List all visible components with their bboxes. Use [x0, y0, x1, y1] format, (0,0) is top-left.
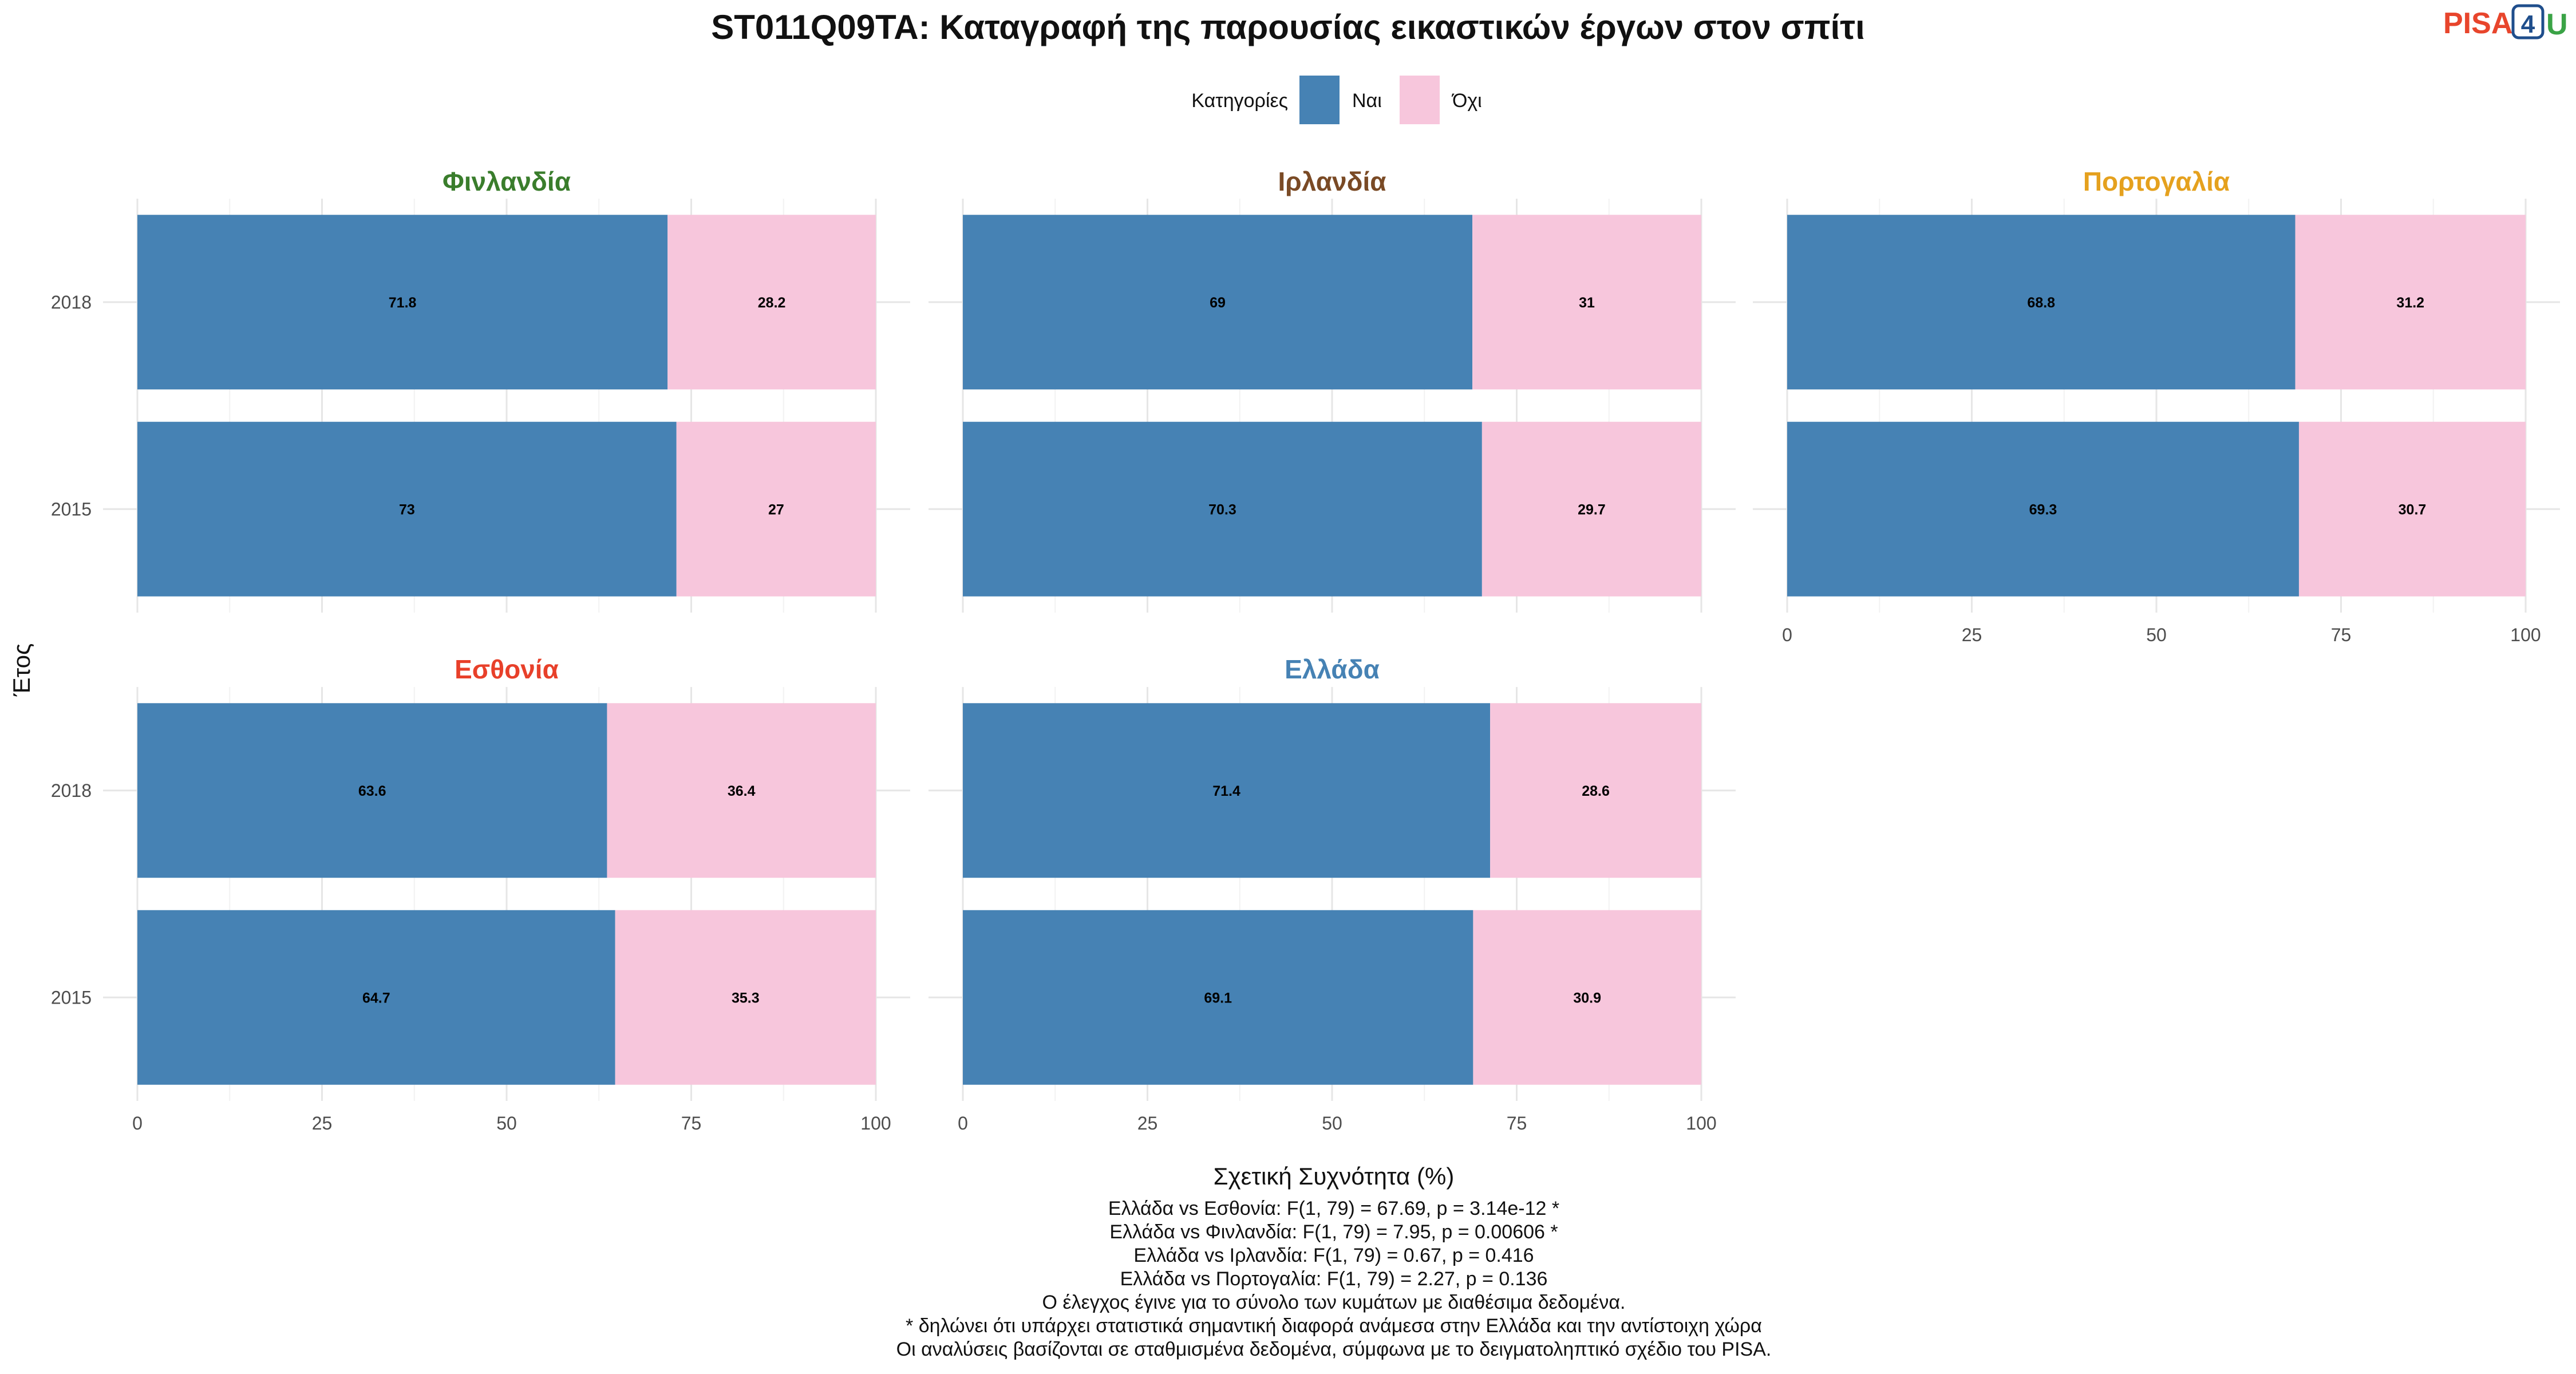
x-tick-label: 25 — [1962, 625, 1982, 645]
bar-segment-yes — [137, 910, 615, 1085]
note-line: Ελλάδα vs Ιρλανδία: F(1, 79) = 0.67, p =… — [1133, 1245, 1534, 1266]
x-tick-label: 25 — [1137, 1113, 1158, 1134]
notes: Ελλάδα vs Εσθονία: F(1, 79) = 67.69, p =… — [896, 1198, 1772, 1360]
data-label: 35.3 — [732, 990, 760, 1006]
x-axis-title: Σχετική Συχνότητα (%) — [1214, 1163, 1455, 1190]
data-label: 64.7 — [362, 990, 390, 1006]
facet-title: Εσθονία — [455, 654, 559, 684]
x-tick-label: 75 — [2331, 625, 2352, 645]
x-tick-label: 100 — [860, 1113, 891, 1134]
facet-title: Ελλάδα — [1285, 654, 1380, 684]
data-label: 36.4 — [728, 783, 756, 799]
x-tick-label: 0 — [132, 1113, 143, 1134]
bar-segment-yes — [137, 215, 668, 390]
bar-segment-no — [1472, 215, 1701, 390]
facet-title: Φινλανδία — [442, 167, 571, 196]
facet-title: Ιρλανδία — [1278, 167, 1386, 196]
x-tick-label: 100 — [2510, 625, 2541, 645]
data-label: 28.2 — [758, 295, 786, 311]
y-tick-label: 2015 — [51, 987, 92, 1008]
x-tick-label: 50 — [2146, 625, 2167, 645]
logo-pisa-text: PISA — [2443, 7, 2512, 40]
bar-segment-no — [2298, 421, 2526, 597]
bar-segment-no — [1473, 910, 1701, 1085]
x-tick-label: 50 — [1322, 1113, 1342, 1134]
data-label: 29.7 — [1578, 502, 1606, 518]
bar-segment-yes — [963, 215, 1473, 390]
legend-swatch-no — [1400, 76, 1440, 124]
y-tick-label: 2018 — [51, 292, 92, 313]
x-tick-label: 0 — [1782, 625, 1792, 645]
bar-segment-yes — [1787, 215, 2296, 390]
y-tick-label: 2015 — [51, 499, 92, 519]
x-tick-label: 75 — [1507, 1113, 1527, 1134]
x-tick-label: 75 — [681, 1113, 702, 1134]
bar-segment-yes — [137, 703, 607, 878]
bar-segment-no — [676, 421, 876, 597]
bar-segment-yes — [963, 703, 1491, 878]
x-tick-label: 25 — [312, 1113, 333, 1134]
data-label: 69.3 — [2029, 502, 2057, 518]
data-label: 70.3 — [1208, 502, 1236, 518]
data-label: 63.6 — [358, 783, 386, 799]
bar-segment-no — [615, 910, 876, 1085]
bar-segment-yes — [1787, 421, 2299, 597]
legend: Κατηγορίες Ναι Όχι — [1191, 76, 1482, 124]
bar-segment-yes — [963, 910, 1473, 1085]
chart-title: ST011Q09TA: Καταγραφή της παρουσίας εικα… — [711, 8, 1865, 46]
x-tick-label: 100 — [1686, 1113, 1716, 1134]
facet-panels: Φινλανδία 2018 71.8 28.2 2015 73 27 Ιρλανδία 69 3… — [51, 167, 2560, 1134]
data-label: 71.4 — [1212, 783, 1240, 799]
data-label: 68.8 — [2027, 295, 2055, 311]
pisa4u-logo: PISA 4 U — [2443, 4, 2568, 41]
note-line: * δηλώνει ότι υπάρχει στατιστικά σημαντι… — [906, 1315, 1762, 1337]
note-line: Οι αναλύσεις βασίζονται σε σταθμισμένα δ… — [896, 1339, 1772, 1360]
bar-segment-no — [1490, 703, 1701, 878]
bar-segment-no — [1481, 421, 1701, 597]
logo-number-text: 4 — [2521, 10, 2535, 38]
facet-title: Πορτογαλία — [2083, 167, 2230, 196]
data-label: 28.6 — [1582, 783, 1610, 799]
y-axis-title: Έτος — [8, 643, 35, 697]
x-tick-label: 0 — [958, 1113, 968, 1134]
logo-u-text: U — [2546, 8, 2568, 41]
data-label: 30.7 — [2399, 502, 2427, 518]
legend-label-no: Όχι — [1451, 90, 1482, 112]
data-label: 30.9 — [1573, 990, 1601, 1006]
bar-segment-no — [2295, 215, 2526, 390]
data-label: 73 — [399, 502, 415, 518]
x-tick-label: 50 — [496, 1113, 517, 1134]
data-label: 69 — [1210, 295, 1226, 311]
data-label: 69.1 — [1204, 990, 1232, 1006]
note-line: Ο έλεγχος έγινε για το σύνολο των κυμάτω… — [1042, 1292, 1626, 1313]
bar-segment-no — [667, 215, 876, 390]
data-label: 31 — [1579, 295, 1595, 311]
data-label: 31.2 — [2396, 295, 2424, 311]
legend-label-yes: Ναι — [1352, 90, 1382, 112]
bar-segment-no — [607, 703, 876, 878]
logo-box — [2511, 4, 2545, 40]
legend-swatch-yes — [1299, 76, 1340, 124]
bar-segment-yes — [137, 421, 677, 597]
bar-segment-yes — [963, 421, 1482, 597]
legend-title: Κατηγορίες — [1191, 90, 1288, 112]
note-line: Ελλάδα vs Εσθονία: F(1, 79) = 67.69, p =… — [1108, 1198, 1559, 1219]
note-line: Ελλάδα vs Φινλανδία: F(1, 79) = 7.95, p … — [1109, 1221, 1558, 1243]
data-label: 27 — [768, 502, 784, 518]
y-tick-label: 2018 — [51, 780, 92, 801]
note-line: Ελλάδα vs Πορτογαλία: F(1, 79) = 2.27, p… — [1120, 1268, 1548, 1290]
data-label: 71.8 — [389, 295, 417, 311]
